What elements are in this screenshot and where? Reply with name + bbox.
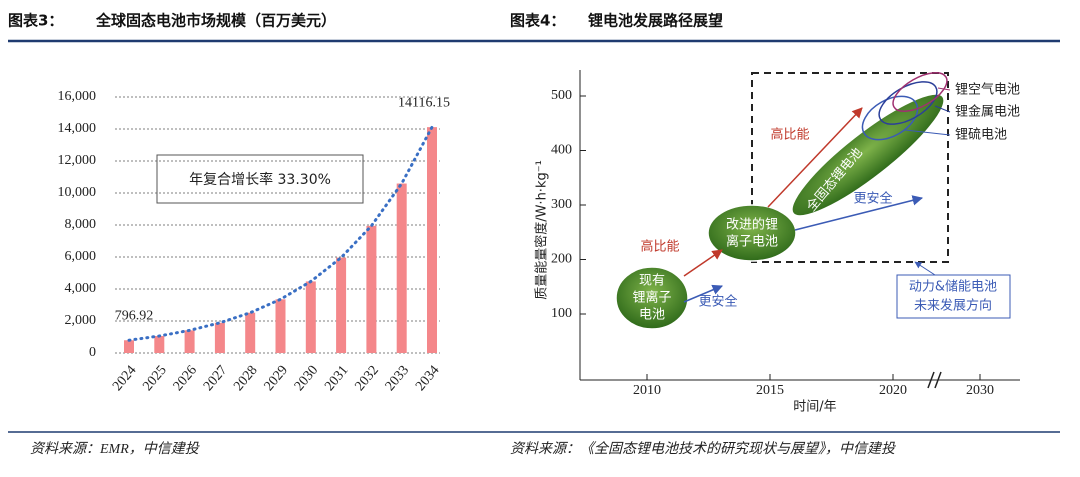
trend-line — [127, 125, 434, 342]
improved-ellipse — [707, 204, 797, 262]
x-tick-label: 2030 — [292, 363, 321, 394]
node-label: 锂离子 — [632, 290, 671, 306]
arrow — [794, 195, 924, 231]
annotation: 年复合增长率 33.30% — [189, 171, 331, 188]
future-box — [751, 72, 949, 263]
x-tick-label: 2015 — [756, 383, 784, 398]
axis-break — [927, 371, 942, 389]
x-axis-label: 时间/年 — [793, 400, 836, 415]
arrow-label: 高比能 — [640, 239, 679, 255]
y-tick-label: 6,000 — [65, 249, 97, 264]
y-tick-label: 500 — [551, 88, 572, 103]
x-tick-label: 2028 — [231, 363, 260, 394]
figure-title: 全球固态电池市场规模（百万美元） — [95, 12, 336, 30]
y-tick-label: 100 — [551, 306, 572, 321]
current-ellipse — [615, 266, 689, 330]
x-tick-label: 2030 — [966, 383, 994, 398]
bar — [124, 340, 134, 353]
li-s-ellipse — [861, 95, 919, 141]
callout: 未来发展方向 — [914, 298, 992, 314]
bar — [154, 336, 165, 353]
node-label: 离子电池 — [726, 234, 778, 250]
x-tick-label: 2034 — [413, 363, 442, 394]
arrow — [683, 284, 723, 303]
x-tick-label: 2032 — [352, 363, 381, 394]
bar — [336, 257, 347, 353]
callout: 锂空气电池 — [955, 82, 1020, 98]
x-tick-label: 2026 — [171, 363, 200, 394]
diagram: 现有 锂离子 电池 改进的锂 离子电池 全固态锂电池 高比能 更安全 高比能 更… — [534, 70, 1020, 415]
y-axis-label: 质量能量密度/W·h·kg⁻¹ — [534, 160, 550, 300]
y-tick-label: 300 — [551, 197, 572, 212]
bar — [427, 127, 437, 353]
y-tick-label: 8,000 — [65, 217, 97, 232]
annotation-box — [156, 154, 364, 204]
solid-state-ellipse — [791, 93, 945, 217]
y-tick-label: 16,000 — [58, 89, 97, 104]
li-air-ellipse — [892, 71, 948, 113]
y-tick-label: 4,000 — [65, 281, 97, 296]
bar — [275, 299, 286, 353]
source: 资料来源：EMR，中信建投 — [30, 441, 201, 457]
arrow — [683, 249, 723, 277]
data-label: 14116.15 — [398, 95, 450, 110]
pointer — [904, 129, 951, 136]
y-tick-label: 200 — [551, 252, 572, 267]
arrow — [914, 261, 936, 276]
future-callout — [896, 274, 1011, 319]
arrow-label: 更安全 — [698, 294, 737, 310]
y-tick-label: 0 — [89, 345, 96, 360]
x-tick-label: 2025 — [140, 363, 169, 394]
x-tick-label: 2029 — [262, 363, 291, 394]
arrow-label: 更安全 — [853, 191, 892, 207]
y-tick-label: 14,000 — [58, 121, 97, 136]
y-tick-label: 400 — [551, 143, 572, 158]
figure-label: 图表4： — [510, 12, 565, 30]
y-tick-label: 12,000 — [58, 153, 97, 168]
callout: 锂硫电池 — [955, 128, 1007, 143]
x-tick-label: 2031 — [322, 363, 351, 394]
arrow — [767, 107, 863, 208]
source: 资料来源：《全固态锂电池技术的研究现状与展望》，中信建投 — [510, 441, 897, 457]
bar — [214, 322, 225, 353]
callout: 锂金属电池 — [955, 104, 1020, 120]
bar — [396, 183, 407, 353]
figure-title: 锂电池发展路径展望 — [588, 12, 723, 30]
data-label: 796.92 — [115, 308, 154, 323]
pointer — [937, 87, 951, 91]
node-label: 现有 — [639, 274, 665, 289]
bar — [245, 312, 256, 353]
bar — [184, 330, 195, 353]
pointer — [934, 105, 951, 113]
bar — [305, 281, 316, 353]
y-tick-label: 2,000 — [65, 313, 97, 328]
x-tick-label: 2020 — [879, 383, 907, 398]
bar — [366, 225, 377, 353]
arrow-label: 高比能 — [770, 127, 809, 143]
x-tick-label: 2027 — [201, 363, 230, 394]
y-tick-label: 10,000 — [58, 185, 97, 200]
x-tick-label: 2024 — [110, 363, 139, 394]
callout: 动力&储能电池 — [909, 280, 997, 295]
node-label: 改进的锂 — [726, 217, 778, 233]
figure-label: 图表3： — [8, 12, 63, 30]
x-tick-label: 2010 — [633, 383, 661, 398]
node-label: 电池 — [639, 308, 665, 323]
x-tick-label: 2033 — [383, 363, 412, 394]
